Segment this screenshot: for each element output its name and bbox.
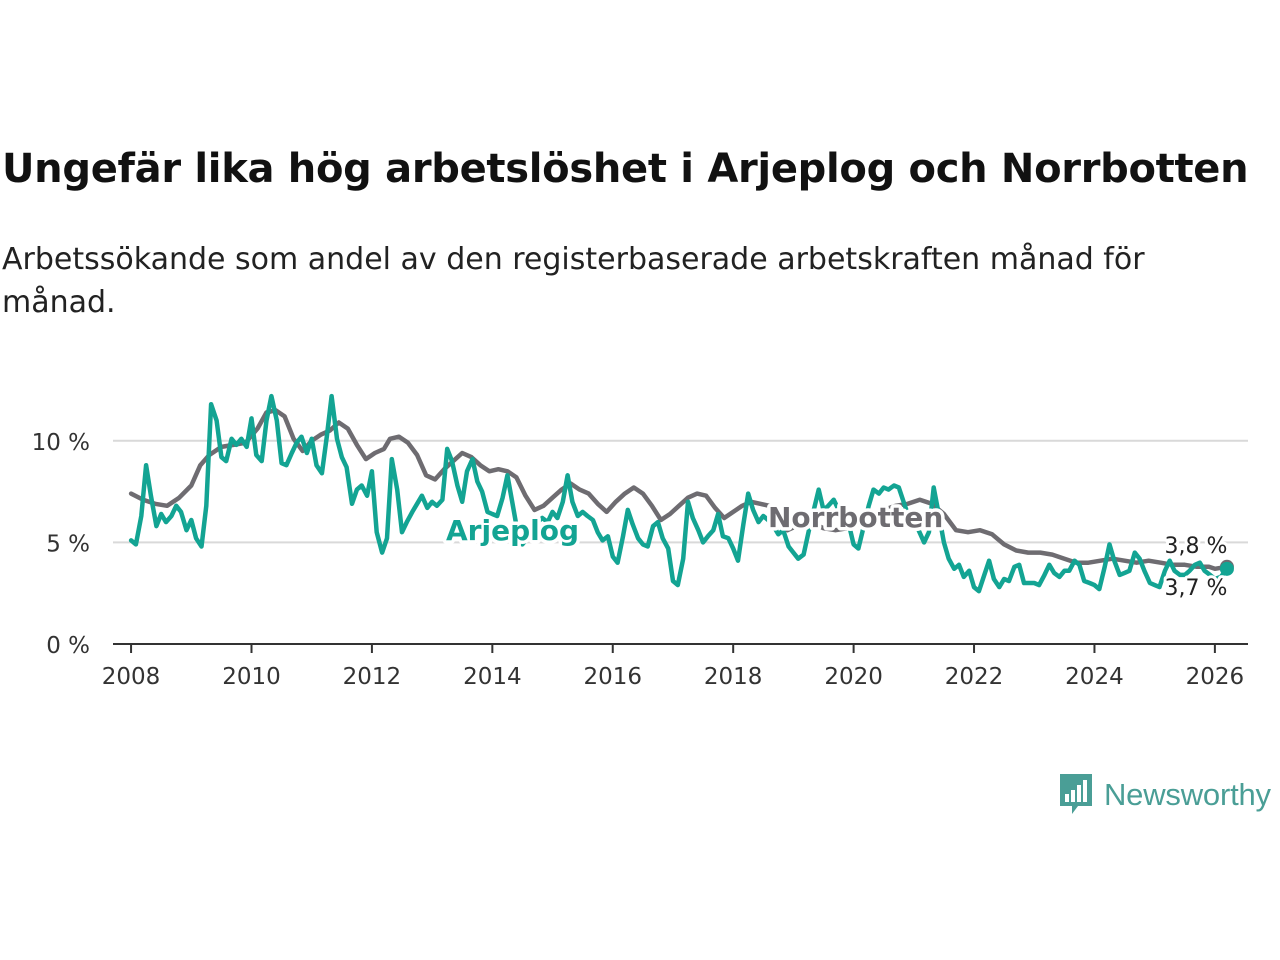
chart-title: Ungefär lika hög arbetslöshet i Arjeplog…: [2, 146, 1249, 192]
series-label-norrbotten: Norrbotten: [768, 501, 943, 534]
newsworthy-logo: Newsworthy: [1058, 772, 1271, 818]
series-label-arjeplog: Arjeplog: [446, 514, 579, 547]
x-tick-label: 2016: [583, 664, 642, 690]
axes: 0 % 5 % 10 % 2008 2010 2012 2014 2016 2018 2020 20…: [32, 430, 1248, 690]
end-value-label-norrbotten: 3,8 %: [1165, 534, 1228, 559]
x-tick-label: 2012: [343, 664, 402, 690]
x-tick-label: 2014: [463, 664, 522, 690]
y-tick-label: 0 %: [46, 633, 90, 659]
series-line-arjeplog: [128, 393, 1230, 594]
y-tick-label: 5 %: [46, 531, 90, 557]
labels: Norrbotten Arjeplog 3,8 % 3,7 %: [443, 498, 1234, 604]
chart-subtitle: Arbetssökande som andel av den registerb…: [2, 242, 1145, 320]
logo-text: Newsworthy: [1104, 777, 1271, 812]
x-tick-label: 2022: [945, 664, 1004, 690]
end-point-arjeplog: [1219, 561, 1234, 576]
end-value-label-arjeplog: 3,7 %: [1165, 576, 1228, 601]
line-chart: 0 % 5 % 10 % 2008 2010 2012 2014 2016 2018 2020 20…: [32, 393, 1248, 690]
series-lines: [128, 393, 1230, 594]
x-tick-label: 2026: [1186, 664, 1245, 690]
grid-lines: [113, 439, 1248, 544]
series-line-norrbotten: [128, 408, 1230, 572]
x-tick-label: 2008: [102, 664, 161, 690]
bar-chart-speech-bubble-icon: [1060, 774, 1092, 814]
y-tick-label: 10 %: [32, 430, 90, 456]
x-tick-label: 2024: [1065, 664, 1124, 690]
x-tick-label: 2020: [824, 664, 883, 690]
x-tick-label: 2018: [704, 664, 763, 690]
x-tick-label: 2010: [222, 664, 281, 690]
